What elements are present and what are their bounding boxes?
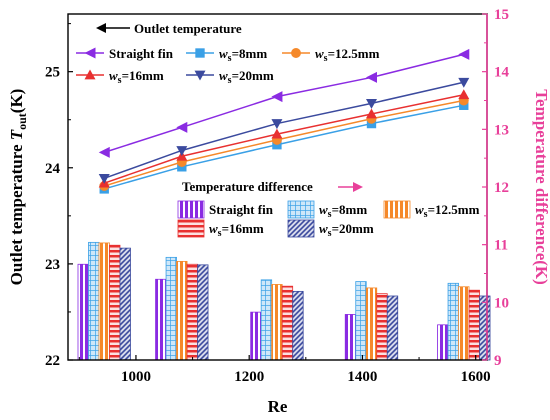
bar-legend-title: Temperature difference <box>182 179 313 194</box>
bar <box>365 287 378 361</box>
bar <box>165 256 177 361</box>
bar <box>109 244 121 361</box>
bar <box>344 314 357 361</box>
bar <box>88 241 100 361</box>
bar <box>458 286 470 361</box>
y-right-tick-label: 15 <box>494 7 509 23</box>
x-axis-title: Re <box>268 397 288 416</box>
bar <box>250 311 262 361</box>
legend-label: ws=20mm <box>319 221 374 239</box>
y-right-tick-label: 13 <box>494 122 509 138</box>
y-left-tick-label: 25 <box>45 65 60 81</box>
legend-label: Straight fin <box>209 202 274 217</box>
data-point <box>176 146 188 156</box>
y-left-tick-label: 23 <box>45 257 60 273</box>
lines-layer <box>98 48 470 194</box>
legend-bar-swatch <box>383 200 411 219</box>
data-point <box>176 121 188 133</box>
legend-bar-swatch <box>287 219 315 238</box>
y-left-axis-title: Outlet temperature Tout(K) <box>7 89 29 286</box>
bars-layer <box>77 241 491 361</box>
data-point <box>271 91 283 103</box>
x-tick-label: 1400 <box>347 369 377 385</box>
data-point <box>271 119 283 130</box>
bar <box>176 260 188 361</box>
data-point <box>84 47 96 59</box>
series-line <box>104 104 464 190</box>
bar <box>260 279 273 361</box>
y-right-tick-label: 10 <box>494 295 509 311</box>
legend-label: ws=12.5mm <box>415 202 480 220</box>
legend-bar-swatch <box>287 200 315 219</box>
bar <box>119 247 131 361</box>
bar <box>479 295 491 361</box>
data-point <box>271 128 283 139</box>
legend-bar-swatch <box>177 200 205 219</box>
bar <box>281 285 294 361</box>
y-right-tick-label: 12 <box>494 180 509 196</box>
legend-label: ws=8mm <box>319 202 367 220</box>
data-point <box>365 98 377 109</box>
data-point <box>365 108 377 119</box>
data-point <box>98 173 110 184</box>
legend-label: ws=16mm <box>109 68 164 86</box>
data-point <box>291 48 301 58</box>
y-left-tick-label: 22 <box>45 353 60 369</box>
data-point <box>84 69 96 80</box>
y-left-tick-label: 24 <box>45 161 61 177</box>
legend-layer: Outlet temperature Straight fin ws=8mm ws=1… <box>76 21 480 239</box>
data-point <box>195 48 205 58</box>
x-tick-label: 1200 <box>234 369 264 385</box>
data-point <box>365 71 377 83</box>
bar <box>98 242 110 361</box>
y-right-tick-label: 14 <box>494 65 510 81</box>
x-tick-label: 1000 <box>121 369 151 385</box>
bar <box>186 263 198 361</box>
bar <box>197 264 209 361</box>
legend-label: ws=16mm <box>209 221 264 239</box>
bar <box>468 289 480 361</box>
bar <box>155 278 167 361</box>
data-point <box>98 146 110 158</box>
line-legend-title: Outlet temperature <box>134 21 242 36</box>
data-point <box>458 48 470 60</box>
legend-label: Straight fin <box>109 46 174 61</box>
y-right-tick-label: 11 <box>494 238 508 254</box>
arrow-head <box>96 23 106 33</box>
legend-bar-swatch <box>177 219 205 238</box>
y-right-tick-label: 9 <box>494 353 502 369</box>
data-point <box>458 77 470 88</box>
bar <box>271 284 283 361</box>
legend-label: ws=12.5mm <box>315 46 380 64</box>
bar <box>355 281 367 361</box>
y-right-axis-title: Temperature difference(K) <box>532 89 550 285</box>
bar <box>77 263 89 361</box>
legend-label: ws=20mm <box>219 68 274 86</box>
bar <box>386 295 399 361</box>
legend-label: ws=8mm <box>219 46 267 64</box>
bar <box>447 282 459 361</box>
arrow-head <box>353 182 363 192</box>
data-point <box>194 70 206 81</box>
data-point <box>458 89 470 100</box>
bar <box>292 290 304 361</box>
bar <box>437 324 449 361</box>
x-tick-label: 1600 <box>461 369 491 385</box>
axes-layer: 1000 1200 1400 1600 22 23 24 25 9 10 11 12 13 14 15 Re O… <box>7 7 550 416</box>
bar <box>376 293 388 361</box>
